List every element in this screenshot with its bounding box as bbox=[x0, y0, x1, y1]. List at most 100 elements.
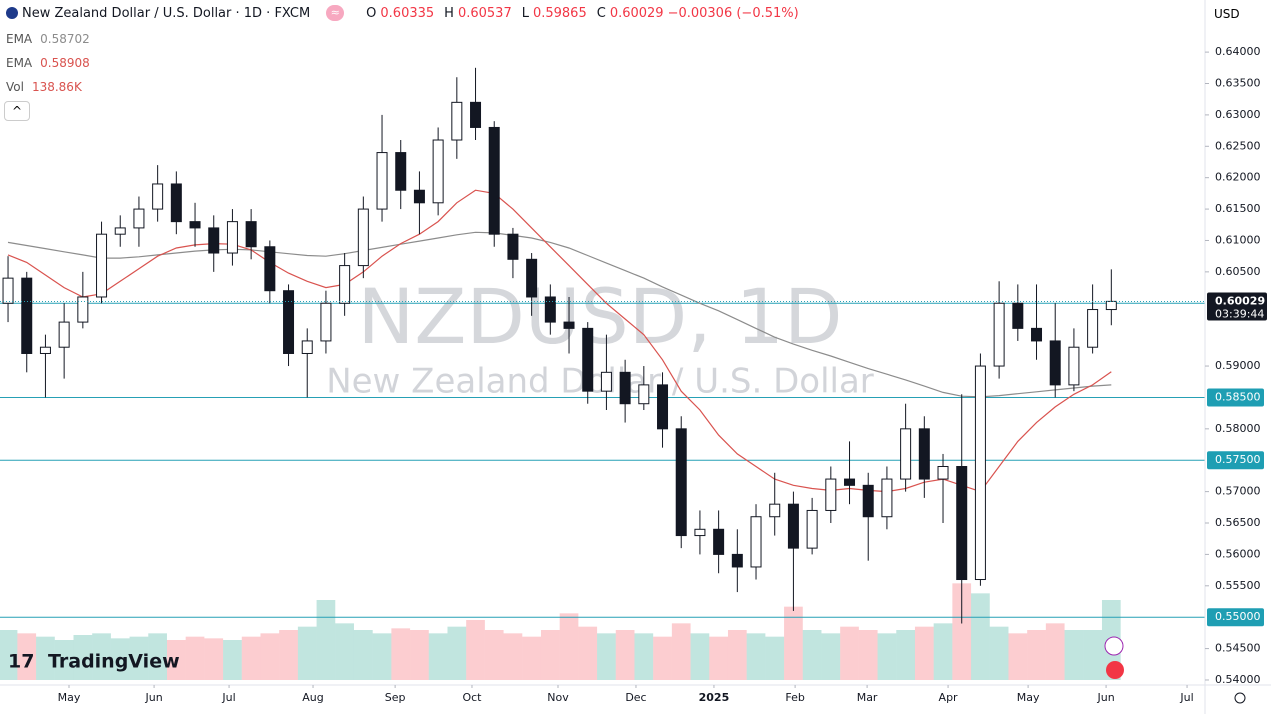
volume-bar bbox=[391, 628, 411, 680]
candle-body bbox=[245, 221, 257, 248]
y-tick-label: 0.57000 bbox=[1215, 485, 1261, 498]
watermark-symbol: NZDUSD, 1D bbox=[357, 272, 842, 361]
candle-body bbox=[1012, 302, 1024, 329]
volume-bar bbox=[1064, 630, 1084, 680]
candle-body bbox=[638, 384, 650, 405]
y-tick-label: 0.56500 bbox=[1215, 516, 1261, 529]
volume-bar bbox=[372, 633, 392, 680]
candle-body bbox=[451, 101, 463, 141]
candle-body bbox=[58, 321, 70, 348]
events-icon[interactable] bbox=[1104, 636, 1124, 656]
volume-bar bbox=[223, 640, 242, 680]
volume-bar bbox=[971, 593, 990, 680]
candle-body bbox=[170, 183, 182, 223]
legend-ema-2: EMA 0.58908 bbox=[6, 56, 90, 70]
last-price-badge bbox=[1207, 292, 1267, 321]
compare-icon[interactable]: ≈ bbox=[326, 5, 345, 21]
candle-body bbox=[582, 327, 594, 392]
volume-bar bbox=[73, 635, 93, 680]
candle-body bbox=[544, 296, 556, 323]
candle-body bbox=[376, 152, 388, 210]
level-label: 0.57500 bbox=[1215, 453, 1261, 466]
volume-bar bbox=[0, 630, 18, 680]
volume-bar bbox=[204, 638, 224, 680]
volume-bar bbox=[671, 623, 691, 680]
volume-bar bbox=[877, 633, 897, 680]
level-label: 0.55000 bbox=[1215, 610, 1261, 623]
y-tick-label: 0.62500 bbox=[1215, 139, 1261, 152]
x-tick-label: Jun bbox=[1096, 691, 1114, 704]
candle-body bbox=[526, 258, 538, 298]
volume-bar bbox=[802, 630, 822, 680]
candle-body bbox=[862, 484, 874, 518]
change: −0.00306 (−0.51%) bbox=[667, 5, 799, 21]
candle-body bbox=[619, 371, 631, 405]
candle-body bbox=[769, 503, 781, 518]
volume-bar bbox=[503, 633, 523, 680]
collapse-button[interactable]: ^ bbox=[4, 101, 30, 121]
candle-body bbox=[675, 428, 687, 537]
x-tick-label: Oct bbox=[462, 691, 482, 704]
open-value: 0.60335 bbox=[380, 5, 435, 21]
level-badge bbox=[1207, 608, 1264, 627]
economic-event-icon[interactable] bbox=[1106, 661, 1124, 679]
candle-body bbox=[152, 183, 164, 210]
candle-body bbox=[189, 221, 201, 229]
currency-button[interactable]: USD bbox=[1208, 4, 1270, 24]
candle-body bbox=[133, 208, 145, 229]
flag-icon bbox=[6, 7, 18, 19]
candle-body bbox=[918, 428, 930, 480]
volume-bar bbox=[896, 630, 915, 680]
candle-body bbox=[750, 516, 762, 568]
candle-body bbox=[806, 509, 818, 549]
logo: 𝟭𝟳 bbox=[8, 651, 34, 673]
volume-bar bbox=[1027, 630, 1046, 680]
ema-line bbox=[7, 231, 1112, 398]
level-label: 0.58500 bbox=[1215, 390, 1261, 403]
candle-body bbox=[825, 478, 837, 511]
volume-bar bbox=[727, 630, 747, 680]
y-tick-label: 0.59000 bbox=[1215, 359, 1261, 372]
level-badge bbox=[1207, 388, 1264, 407]
volume-bar bbox=[17, 633, 37, 680]
volume-bar bbox=[634, 633, 654, 680]
x-tick-label: May bbox=[1017, 691, 1040, 704]
candle-body bbox=[432, 139, 444, 204]
candle-body bbox=[283, 290, 295, 354]
candle-body bbox=[956, 466, 968, 581]
candle-body bbox=[713, 528, 725, 555]
candle-body bbox=[21, 277, 33, 354]
volume-bar bbox=[279, 630, 298, 680]
y-tick-label: 0.62000 bbox=[1215, 171, 1261, 184]
candle-body bbox=[39, 346, 51, 354]
y-tick-label: 0.61500 bbox=[1215, 202, 1261, 215]
x-tick-label: Sep bbox=[385, 691, 406, 704]
volume-bar bbox=[353, 630, 373, 680]
x-tick-label: Dec bbox=[625, 691, 646, 704]
volume-bar bbox=[578, 626, 598, 680]
watermark-name: New Zealand Dollar / U.S. Dollar bbox=[326, 362, 874, 402]
settings-icon[interactable] bbox=[1234, 692, 1246, 704]
candle-body bbox=[563, 321, 575, 329]
candle-body bbox=[114, 227, 126, 235]
candle-body bbox=[600, 371, 612, 392]
low-label: L bbox=[521, 5, 529, 21]
volume-bar bbox=[559, 613, 579, 680]
legend-name: EMA bbox=[6, 56, 33, 70]
candle-body bbox=[1031, 327, 1043, 342]
candle-body bbox=[470, 101, 482, 128]
candle-body bbox=[993, 302, 1005, 367]
legend-value: 0.58908 bbox=[40, 56, 90, 70]
candle-body bbox=[226, 221, 238, 254]
x-tick-label: May bbox=[58, 691, 81, 704]
x-tick-label: 2025 bbox=[699, 691, 730, 704]
volume-bar bbox=[36, 636, 55, 680]
volume-bar bbox=[466, 620, 485, 680]
volume-bar bbox=[821, 633, 841, 680]
x-tick-label: Jul bbox=[1179, 691, 1193, 704]
volume-bar bbox=[709, 636, 728, 680]
legend-ema-1: EMA 0.58702 bbox=[6, 32, 90, 46]
candle-body bbox=[320, 302, 332, 342]
volume-bar bbox=[653, 636, 672, 680]
